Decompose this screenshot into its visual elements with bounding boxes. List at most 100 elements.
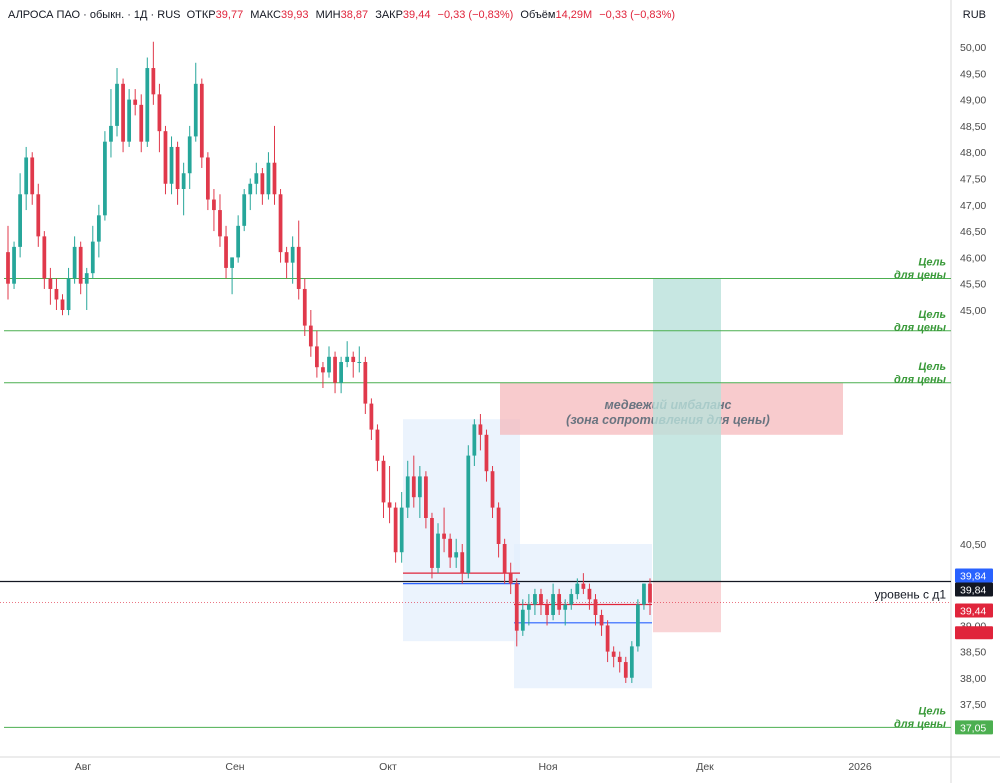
candle-body [448, 538, 453, 558]
candle-body [193, 83, 198, 137]
target-label: Цель [918, 309, 946, 321]
price-tag: 39,84 [960, 571, 986, 583]
low-label: МИН [315, 9, 341, 21]
volume-label: Объём [520, 9, 556, 21]
candle-body [587, 588, 592, 600]
open-label: ОТКР [186, 9, 216, 21]
candle-body [636, 604, 640, 647]
candle-body [393, 507, 398, 553]
imbalance-label: (зона сопротивления для цены) [566, 413, 770, 427]
candle-body [351, 356, 356, 362]
target-label: для цены [894, 718, 947, 730]
y-tick-label: 39,00 [960, 620, 986, 632]
candle-body [157, 94, 162, 132]
candle-body [254, 173, 259, 184]
candle-body [151, 68, 156, 95]
y-tick-label: 46,00 [960, 252, 986, 264]
long-target-zone [653, 278, 721, 582]
candle-body [642, 583, 646, 605]
candle-body [18, 194, 22, 247]
y-tick-label: 38,00 [960, 673, 986, 685]
candle-body [551, 594, 555, 615]
candle-body [224, 236, 228, 268]
y-tick-label: 48,50 [960, 121, 986, 133]
candle-body [623, 662, 628, 678]
candle-body [611, 651, 616, 657]
y-tick-label: 49,00 [960, 95, 986, 107]
candle-body [411, 476, 416, 498]
candle-body [199, 83, 204, 158]
candle-body [339, 362, 343, 383]
candle-body [236, 225, 241, 258]
candle-body [569, 594, 574, 605]
candle-body [133, 99, 138, 105]
price-tag-bg [955, 603, 993, 618]
candle-body [387, 502, 392, 508]
candle-body [648, 583, 652, 603]
candle-body [230, 257, 234, 268]
y-tick-label: 37,50 [960, 699, 986, 711]
candle-body [24, 157, 29, 195]
candle-body [545, 604, 549, 615]
candle-body [66, 278, 71, 310]
volume-profile-box [514, 544, 652, 689]
candle-body [181, 173, 186, 190]
candle-body [629, 646, 634, 678]
currency-label[interactable]: RUB [962, 9, 986, 21]
price-marker [955, 626, 993, 640]
candle-body [72, 246, 77, 279]
price-tag: 37,05 [960, 722, 986, 734]
price-tag-bg [955, 720, 993, 735]
candle-body [109, 125, 113, 142]
candle-body [508, 573, 513, 584]
y-tick-label: 47,50 [960, 174, 986, 186]
candle-body [526, 604, 531, 610]
candle-body [539, 594, 543, 605]
chart-header: АЛРОСА ПАО · обыкн. · 1Д · RUS ОТКР39,77… [8, 9, 679, 21]
candle-body [302, 288, 307, 326]
candle-body [84, 273, 89, 284]
imbalance-label: медвежий имбаланс [604, 398, 731, 412]
candle-body [266, 162, 271, 195]
candle-body [90, 241, 95, 274]
candle-body [575, 583, 580, 595]
price-tag: 39,44 [960, 605, 986, 617]
close-label: ЗАКР [375, 9, 403, 21]
candle-body [496, 507, 501, 544]
candle-body [460, 552, 465, 574]
price-tag: 39,84 [960, 585, 986, 597]
high-label: МАКС [250, 9, 281, 21]
target-label: Цель [918, 705, 946, 717]
y-tick-label: 40,00 [960, 568, 986, 580]
low-value: 38,87 [340, 9, 369, 21]
candle-body [442, 533, 446, 539]
high-value: 39,93 [280, 9, 309, 21]
long-stop-zone [653, 581, 721, 633]
candle-body [345, 356, 350, 362]
candle-body [169, 146, 174, 184]
target-label: для цены [894, 269, 947, 281]
candle-body [30, 157, 35, 195]
candle-body [36, 194, 41, 237]
y-tick-label: 48,00 [960, 147, 986, 159]
x-tick-label: 2026 [848, 761, 872, 773]
candle-body [321, 367, 325, 373]
candle-body [454, 552, 459, 558]
y-tick-label: 50,00 [960, 42, 986, 54]
candle-body [327, 356, 331, 373]
y-tick-label: 49,50 [960, 68, 986, 80]
candle-body [581, 583, 586, 589]
price-tag-bg [955, 582, 993, 597]
candle-body [502, 544, 507, 574]
candle-body [212, 199, 216, 211]
candle-body [242, 194, 247, 226]
candle-body [466, 455, 471, 574]
candle-body [260, 173, 265, 195]
candle-body [54, 288, 59, 300]
candle-body [187, 136, 192, 174]
y-tick-label: 45,50 [960, 279, 986, 291]
candle-body [405, 476, 410, 508]
y-tick-label: 40,50 [960, 539, 986, 551]
